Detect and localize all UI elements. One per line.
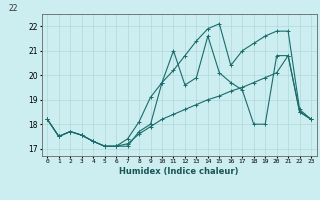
X-axis label: Humidex (Indice chaleur): Humidex (Indice chaleur) [119, 167, 239, 176]
Text: 22: 22 [9, 4, 18, 13]
